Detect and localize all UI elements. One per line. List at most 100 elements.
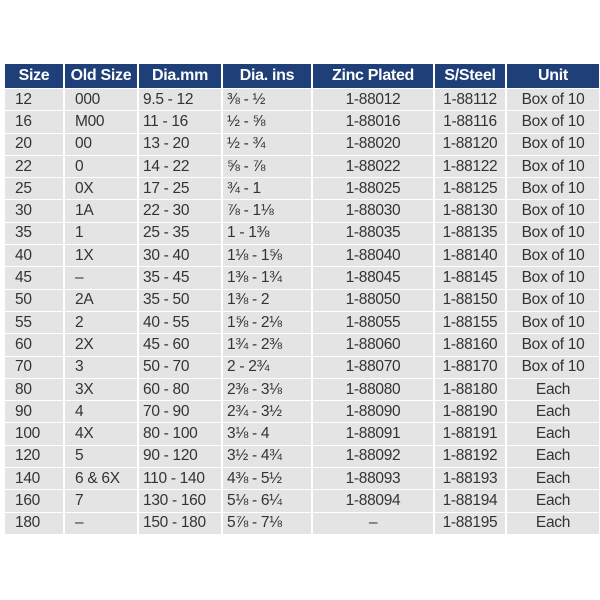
cell-unit: Each xyxy=(507,423,599,445)
cell-zinc-plated: 1-88090 xyxy=(313,401,433,423)
cell-size: 80 xyxy=(5,378,63,401)
cell-old-size: 6 & 6X xyxy=(65,468,137,490)
cell-dia-ins: 5⅞ - 7⅛ xyxy=(223,512,311,534)
cell-unit: Each xyxy=(507,512,599,534)
cell-s-steel: 1-88122 xyxy=(435,155,505,178)
table-row: 40 1X 30 - 40 1⅛ - 1⅝ 1-88040 1-88140 Box of 1… xyxy=(5,245,599,267)
cell-dia-mm: 13 - 20 xyxy=(139,133,221,155)
cell-unit: Box of 10 xyxy=(507,133,599,155)
table-row: 25 0X 17 - 25 ¾ - 1 1-88025 1-88125 Box of 10 xyxy=(5,178,599,200)
cell-old-size: 00 xyxy=(65,133,137,155)
cell-old-size: 1 xyxy=(65,222,137,245)
cell-old-size: 3X xyxy=(65,378,137,401)
cell-s-steel: 1-88145 xyxy=(435,267,505,289)
cell-dia-ins: 1⅜ - 1¾ xyxy=(223,267,311,289)
cell-dia-mm: 45 - 60 xyxy=(139,334,221,356)
header-s-steel: S/Steel xyxy=(435,64,505,88)
cell-size: 70 xyxy=(5,356,63,378)
cell-zinc-plated: 1-88020 xyxy=(313,133,433,155)
cell-unit: Box of 10 xyxy=(507,155,599,178)
table-row: 22 0 14 - 22 ⅝ - ⅞ 1-88022 1-88122 Box of 10 xyxy=(5,155,599,178)
cell-unit: Box of 10 xyxy=(507,356,599,378)
cell-dia-ins: 1⅛ - 1⅝ xyxy=(223,245,311,267)
cell-dia-ins: ⅞ - 1⅛ xyxy=(223,200,311,222)
table-row: 50 2A 35 - 50 1⅜ - 2 1-88050 1-88150 Box of 10 xyxy=(5,289,599,311)
cell-dia-ins: 2⅜ - 3⅛ xyxy=(223,378,311,401)
cell-dia-ins: 1¾ - 2⅜ xyxy=(223,334,311,356)
cell-dia-mm: 60 - 80 xyxy=(139,378,221,401)
header-dia-ins: Dia. ins xyxy=(223,64,311,88)
cell-zinc-plated: 1-88016 xyxy=(313,111,433,133)
cell-old-size: M00 xyxy=(65,111,137,133)
table-row: 70 3 50 - 70 2 - 2¾ 1-88070 1-88170 Box of 10 xyxy=(5,356,599,378)
cell-dia-ins: ⅜ - ½ xyxy=(223,89,311,111)
cell-old-size: 1A xyxy=(65,200,137,222)
cell-unit: Box of 10 xyxy=(507,178,599,200)
cell-unit: Box of 10 xyxy=(507,89,599,111)
cell-zinc-plated: 1-88055 xyxy=(313,311,433,334)
cell-zinc-plated: 1-88094 xyxy=(313,490,433,512)
cell-dia-mm: 130 - 160 xyxy=(139,490,221,512)
cell-old-size: 4X xyxy=(65,423,137,445)
cell-unit: Each xyxy=(507,401,599,423)
cell-s-steel: 1-88193 xyxy=(435,468,505,490)
table-row: 35 1 25 - 35 1 - 1⅜ 1-88035 1-88135 Box of 10 xyxy=(5,222,599,245)
table-row: 160 7 130 - 160 5⅛ - 6¼ 1-88094 1-88194 Each xyxy=(5,490,599,512)
cell-zinc-plated: – xyxy=(313,512,433,534)
cell-size: 12 xyxy=(5,89,63,111)
header-row: Size Old Size Dia.mm Dia. ins Zinc Plate… xyxy=(5,64,599,88)
cell-size: 120 xyxy=(5,445,63,468)
cell-zinc-plated: 1-88091 xyxy=(313,423,433,445)
cell-s-steel: 1-88125 xyxy=(435,178,505,200)
cell-zinc-plated: 1-88070 xyxy=(313,356,433,378)
table-row: 55 2 40 - 55 1⅝ - 2⅛ 1-88055 1-88155 Box of 10 xyxy=(5,311,599,334)
cell-dia-ins: 3⅛ - 4 xyxy=(223,423,311,445)
cell-dia-ins: ¾ - 1 xyxy=(223,178,311,200)
cell-dia-mm: 22 - 30 xyxy=(139,200,221,222)
table-row: 45–35 - 45 1⅜ - 1¾ 1-88045 1-88145 Box of 10 xyxy=(5,267,599,289)
cell-dia-mm: 11 - 16 xyxy=(139,111,221,133)
header-dia-mm: Dia.mm xyxy=(139,64,221,88)
cell-dia-ins: 2 - 2¾ xyxy=(223,356,311,378)
cell-unit: Box of 10 xyxy=(507,200,599,222)
header-unit: Unit xyxy=(507,64,599,88)
cell-size: 25 xyxy=(5,178,63,200)
cell-dia-ins: 1 - 1⅜ xyxy=(223,222,311,245)
cell-s-steel: 1-88192 xyxy=(435,445,505,468)
cell-dia-mm: 110 - 140 xyxy=(139,468,221,490)
cell-old-size: 000 xyxy=(65,89,137,111)
cell-s-steel: 1-88130 xyxy=(435,200,505,222)
cell-s-steel: 1-88155 xyxy=(435,311,505,334)
table-row: 80 3X 60 - 80 2⅜ - 3⅛ 1-88080 1-88180 Each xyxy=(5,378,599,401)
cell-old-size: 0X xyxy=(65,178,137,200)
cell-s-steel: 1-88180 xyxy=(435,378,505,401)
cell-dia-mm: 17 - 25 xyxy=(139,178,221,200)
cell-dia-mm: 14 - 22 xyxy=(139,155,221,178)
cell-unit: Each xyxy=(507,445,599,468)
cell-unit: Box of 10 xyxy=(507,289,599,311)
cell-old-size: 0 xyxy=(65,155,137,178)
cell-dia-ins: ½ - ⅝ xyxy=(223,111,311,133)
cell-dia-mm: 35 - 45 xyxy=(139,267,221,289)
cell-old-size: – xyxy=(65,267,137,289)
cell-size: 45 xyxy=(5,267,63,289)
cell-dia-ins: ½ - ¾ xyxy=(223,133,311,155)
cell-old-size: – xyxy=(65,512,137,534)
cell-unit: Box of 10 xyxy=(507,334,599,356)
cell-zinc-plated: 1-88025 xyxy=(313,178,433,200)
cell-dia-mm: 30 - 40 xyxy=(139,245,221,267)
cell-s-steel: 1-88150 xyxy=(435,289,505,311)
header-zinc-plated: Zinc Plated xyxy=(313,64,433,88)
cell-dia-ins: 1⅝ - 2⅛ xyxy=(223,311,311,334)
cell-dia-mm: 150 - 180 xyxy=(139,512,221,534)
cell-unit: Each xyxy=(507,490,599,512)
cell-old-size: 2 xyxy=(65,311,137,334)
table-row: 30 1A 22 - 30 ⅞ - 1⅛ 1-88030 1-88130 Box of 10 xyxy=(5,200,599,222)
cell-zinc-plated: 1-88040 xyxy=(313,245,433,267)
cell-s-steel: 1-88190 xyxy=(435,401,505,423)
cell-s-steel: 1-88116 xyxy=(435,111,505,133)
cell-dia-mm: 9.5 - 12 xyxy=(139,89,221,111)
table-row: 100 4X 80 - 100 3⅛ - 4 1-88091 1-88191 Each xyxy=(5,423,599,445)
cell-dia-mm: 35 - 50 xyxy=(139,289,221,311)
table-row: 20 00 13 - 20 ½ - ¾ 1-88020 1-88120 Box of 10 xyxy=(5,133,599,155)
